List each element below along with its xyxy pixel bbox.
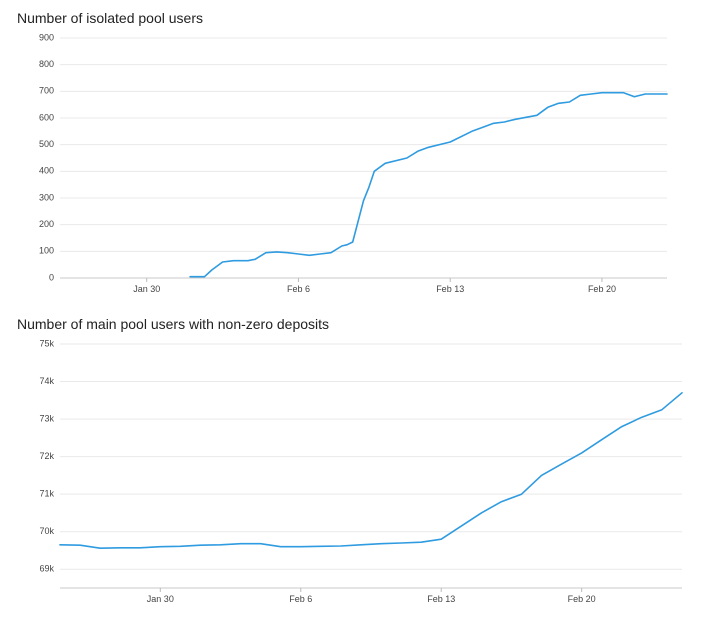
y-tick-label: 400 (39, 166, 54, 176)
y-tick-label: 700 (39, 86, 54, 96)
y-tick-label: 72k (39, 451, 54, 461)
chart-title-isolated-pool: Number of isolated pool users (17, 10, 203, 26)
y-tick-label: 200 (39, 219, 54, 229)
x-tick-label: Feb 13 (436, 284, 464, 294)
y-tick-label: 69k (39, 564, 54, 574)
y-tick-label: 71k (39, 489, 54, 499)
x-tick-label: Feb 6 (289, 594, 312, 604)
chart-title-main-pool: Number of main pool users with non-zero … (17, 316, 330, 332)
y-tick-label: 600 (39, 112, 54, 122)
x-tick-label: Jan 30 (133, 284, 160, 294)
y-tick-label: 300 (39, 192, 54, 202)
y-tick-label: 70k (39, 526, 54, 536)
y-tick-label: 73k (39, 413, 54, 423)
x-tick-label: Feb 6 (287, 284, 310, 294)
y-tick-label: 75k (39, 338, 54, 348)
series-line (59, 391, 683, 550)
isolated-pool-chart: 0 100 200 300 400 500 600 700 800 900 Jan 30 Feb 6 F… (39, 32, 668, 294)
y-tick-label: 100 (39, 246, 54, 256)
y-tick-label: 900 (39, 32, 54, 42)
x-tick-label: Jan 30 (147, 594, 174, 604)
x-tick-label: Feb 20 (588, 284, 616, 294)
x-tick-label: Feb 20 (568, 594, 596, 604)
y-tick-label: 800 (39, 59, 54, 69)
y-tick-label: 500 (39, 139, 54, 149)
y-tick-label: 0 (49, 272, 54, 282)
y-tick-label: 74k (39, 376, 54, 386)
x-tick-label: Feb 13 (427, 594, 455, 604)
series-line (189, 91, 668, 278)
